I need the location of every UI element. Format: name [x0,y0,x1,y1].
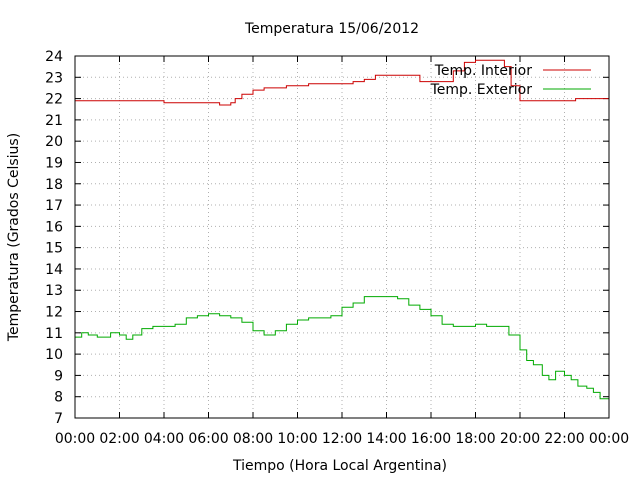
x-tick-label: 02:00 [99,431,139,447]
plot-frame [74,55,610,419]
series-lines [75,59,610,404]
y-tick-label: 12 [45,305,63,321]
x-tick-label: 22:00 [544,431,584,447]
y-tick-label: 7 [54,411,63,427]
legend-label-0: Temp. Interior [434,63,533,79]
y-tick-label: 23 [45,70,63,86]
x-tick-label: 00:00 [589,431,629,447]
x-tick-label: 16:00 [411,431,451,447]
series-line-1 [75,296,610,404]
tick-marks [74,55,610,419]
y-tick-label: 21 [45,113,63,129]
y-tick-label: 9 [54,368,63,384]
y-tick-label: 15 [45,241,63,257]
legend-label-1: Temp. Exterior [430,82,533,98]
x-tick-label: 04:00 [144,431,184,447]
y-tick-label: 19 [45,155,63,171]
x-tick-label: 20:00 [500,431,540,447]
x-tick-label: 12:00 [322,431,362,447]
y-tick-label: 8 [54,390,63,406]
y-tick-label: 18 [45,177,63,193]
y-tick-labels: 7 8 9 10 11 12 13 14 15 16 17 18 19 20 21 22 23 24 [45,49,63,427]
x-tick-label: 14:00 [366,431,406,447]
x-tick-label: 18:00 [455,431,495,447]
y-tick-label: 24 [45,49,63,65]
y-tick-label: 22 [45,92,63,108]
legend: Temp. Interior Temp. Exterior [430,63,591,98]
y-tick-label: 11 [45,326,63,342]
series-line-0 [75,59,609,106]
y-tick-label: 17 [45,198,63,214]
chart-title: Temperatura 15/06/2012 [244,21,419,37]
grid [75,56,609,418]
y-tick-label: 13 [45,283,63,299]
x-tick-label: 08:00 [233,431,273,447]
x-tick-labels: 00:00 02:00 04:00 06:00 08:00 10:00 12:00 14:00… [55,431,629,447]
y-tick-label: 10 [45,347,63,363]
y-tick-label: 16 [45,219,63,235]
y-axis-label: Temperatura (Grados Celsius) [6,133,22,342]
x-axis-label: Tiempo (Hora Local Argentina) [232,458,447,474]
y-tick-label: 14 [45,262,63,278]
x-tick-label: 06:00 [188,431,228,447]
x-tick-label: 10:00 [277,431,317,447]
x-tick-label: 00:00 [55,431,95,447]
y-tick-label: 20 [45,134,63,150]
